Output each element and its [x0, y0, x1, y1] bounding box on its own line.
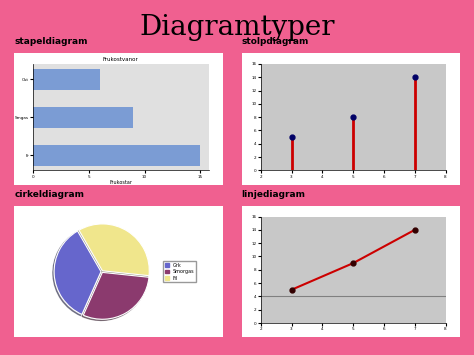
Text: linjediagram: linjediagram: [242, 190, 306, 199]
Legend: Grk, Smorgas, Fil: Grk, Smorgas, Fil: [163, 261, 196, 283]
Text: stapeldiagram: stapeldiagram: [14, 37, 88, 46]
Wedge shape: [83, 272, 149, 319]
Bar: [33, 69, 100, 89]
Text: Diagramtyper: Diagramtyper: [139, 14, 335, 41]
Text: stolpdiagram: stolpdiagram: [242, 37, 309, 46]
Wedge shape: [54, 231, 101, 315]
X-axis label: Frukostar: Frukostar: [109, 180, 132, 185]
Bar: [33, 145, 200, 165]
Bar: [33, 107, 133, 127]
Wedge shape: [79, 224, 149, 276]
Title: Frukostvanor: Frukostvanor: [103, 57, 139, 62]
Text: cirkeldiagram: cirkeldiagram: [14, 190, 84, 199]
